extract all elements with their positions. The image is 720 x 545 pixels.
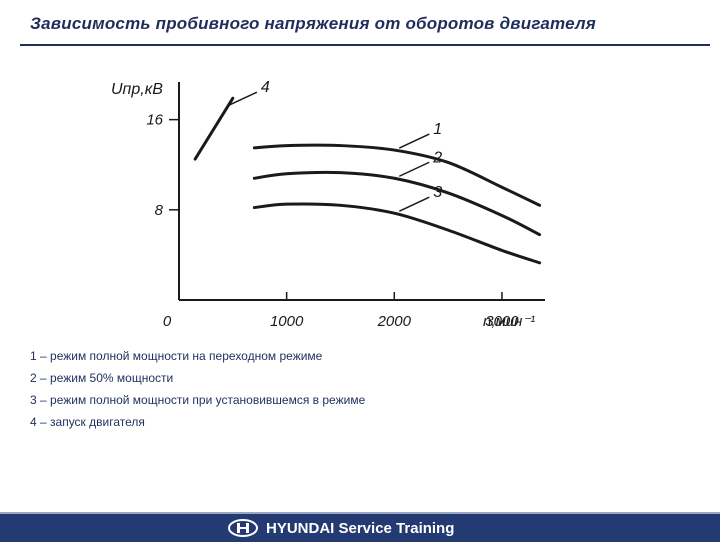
series-label-1: 1: [433, 121, 442, 138]
footer-brand-group: HYUNDAI Service Training: [228, 518, 454, 538]
series-label-3: 3: [433, 184, 442, 201]
y-tick-label-2: 16: [146, 112, 163, 129]
y-tick-label-1: 8: [155, 202, 164, 219]
series-leader-1: [398, 133, 430, 149]
origin-label: 0: [163, 313, 172, 330]
series-leader-3: [398, 196, 430, 212]
x-tick-label-1: 1000: [270, 313, 304, 330]
x-axis-label: n,мин⁻¹: [483, 313, 535, 330]
series-label-4: 4: [261, 79, 270, 96]
x-tick-label-3: 3000: [485, 313, 519, 330]
series-leader-4: [226, 91, 258, 107]
legend: 1 – режим полной мощности на переходном …: [30, 345, 365, 433]
footer-brand: HYUNDAI Service Training: [266, 519, 455, 537]
series-label-2: 2: [432, 149, 442, 166]
title-divider: [20, 44, 710, 46]
y-axis-label: Uпр,кВ: [111, 81, 163, 98]
legend-item-4: 4 – запуск двигателя: [30, 415, 145, 429]
x-tick-label-2: 2000: [377, 313, 412, 330]
series-leader-2: [398, 161, 430, 177]
series-line-3: [252, 202, 542, 265]
series-line-1: [252, 143, 542, 207]
series-line-2: [252, 170, 542, 237]
legend-item-3: 3 – режим полной мощности при установивш…: [30, 393, 366, 407]
hyundai-logo-icon: [228, 519, 258, 537]
page-title: Зависимость пробивного напряжения от обо…: [30, 14, 596, 33]
footer-bar: HYUNDAI Service Training: [0, 512, 720, 542]
series-line-4: [193, 96, 235, 161]
legend-item-1: 1 – режим полной мощности на переходном …: [30, 349, 323, 363]
legend-item-2: 2 – режим 50% мощности: [30, 371, 174, 385]
